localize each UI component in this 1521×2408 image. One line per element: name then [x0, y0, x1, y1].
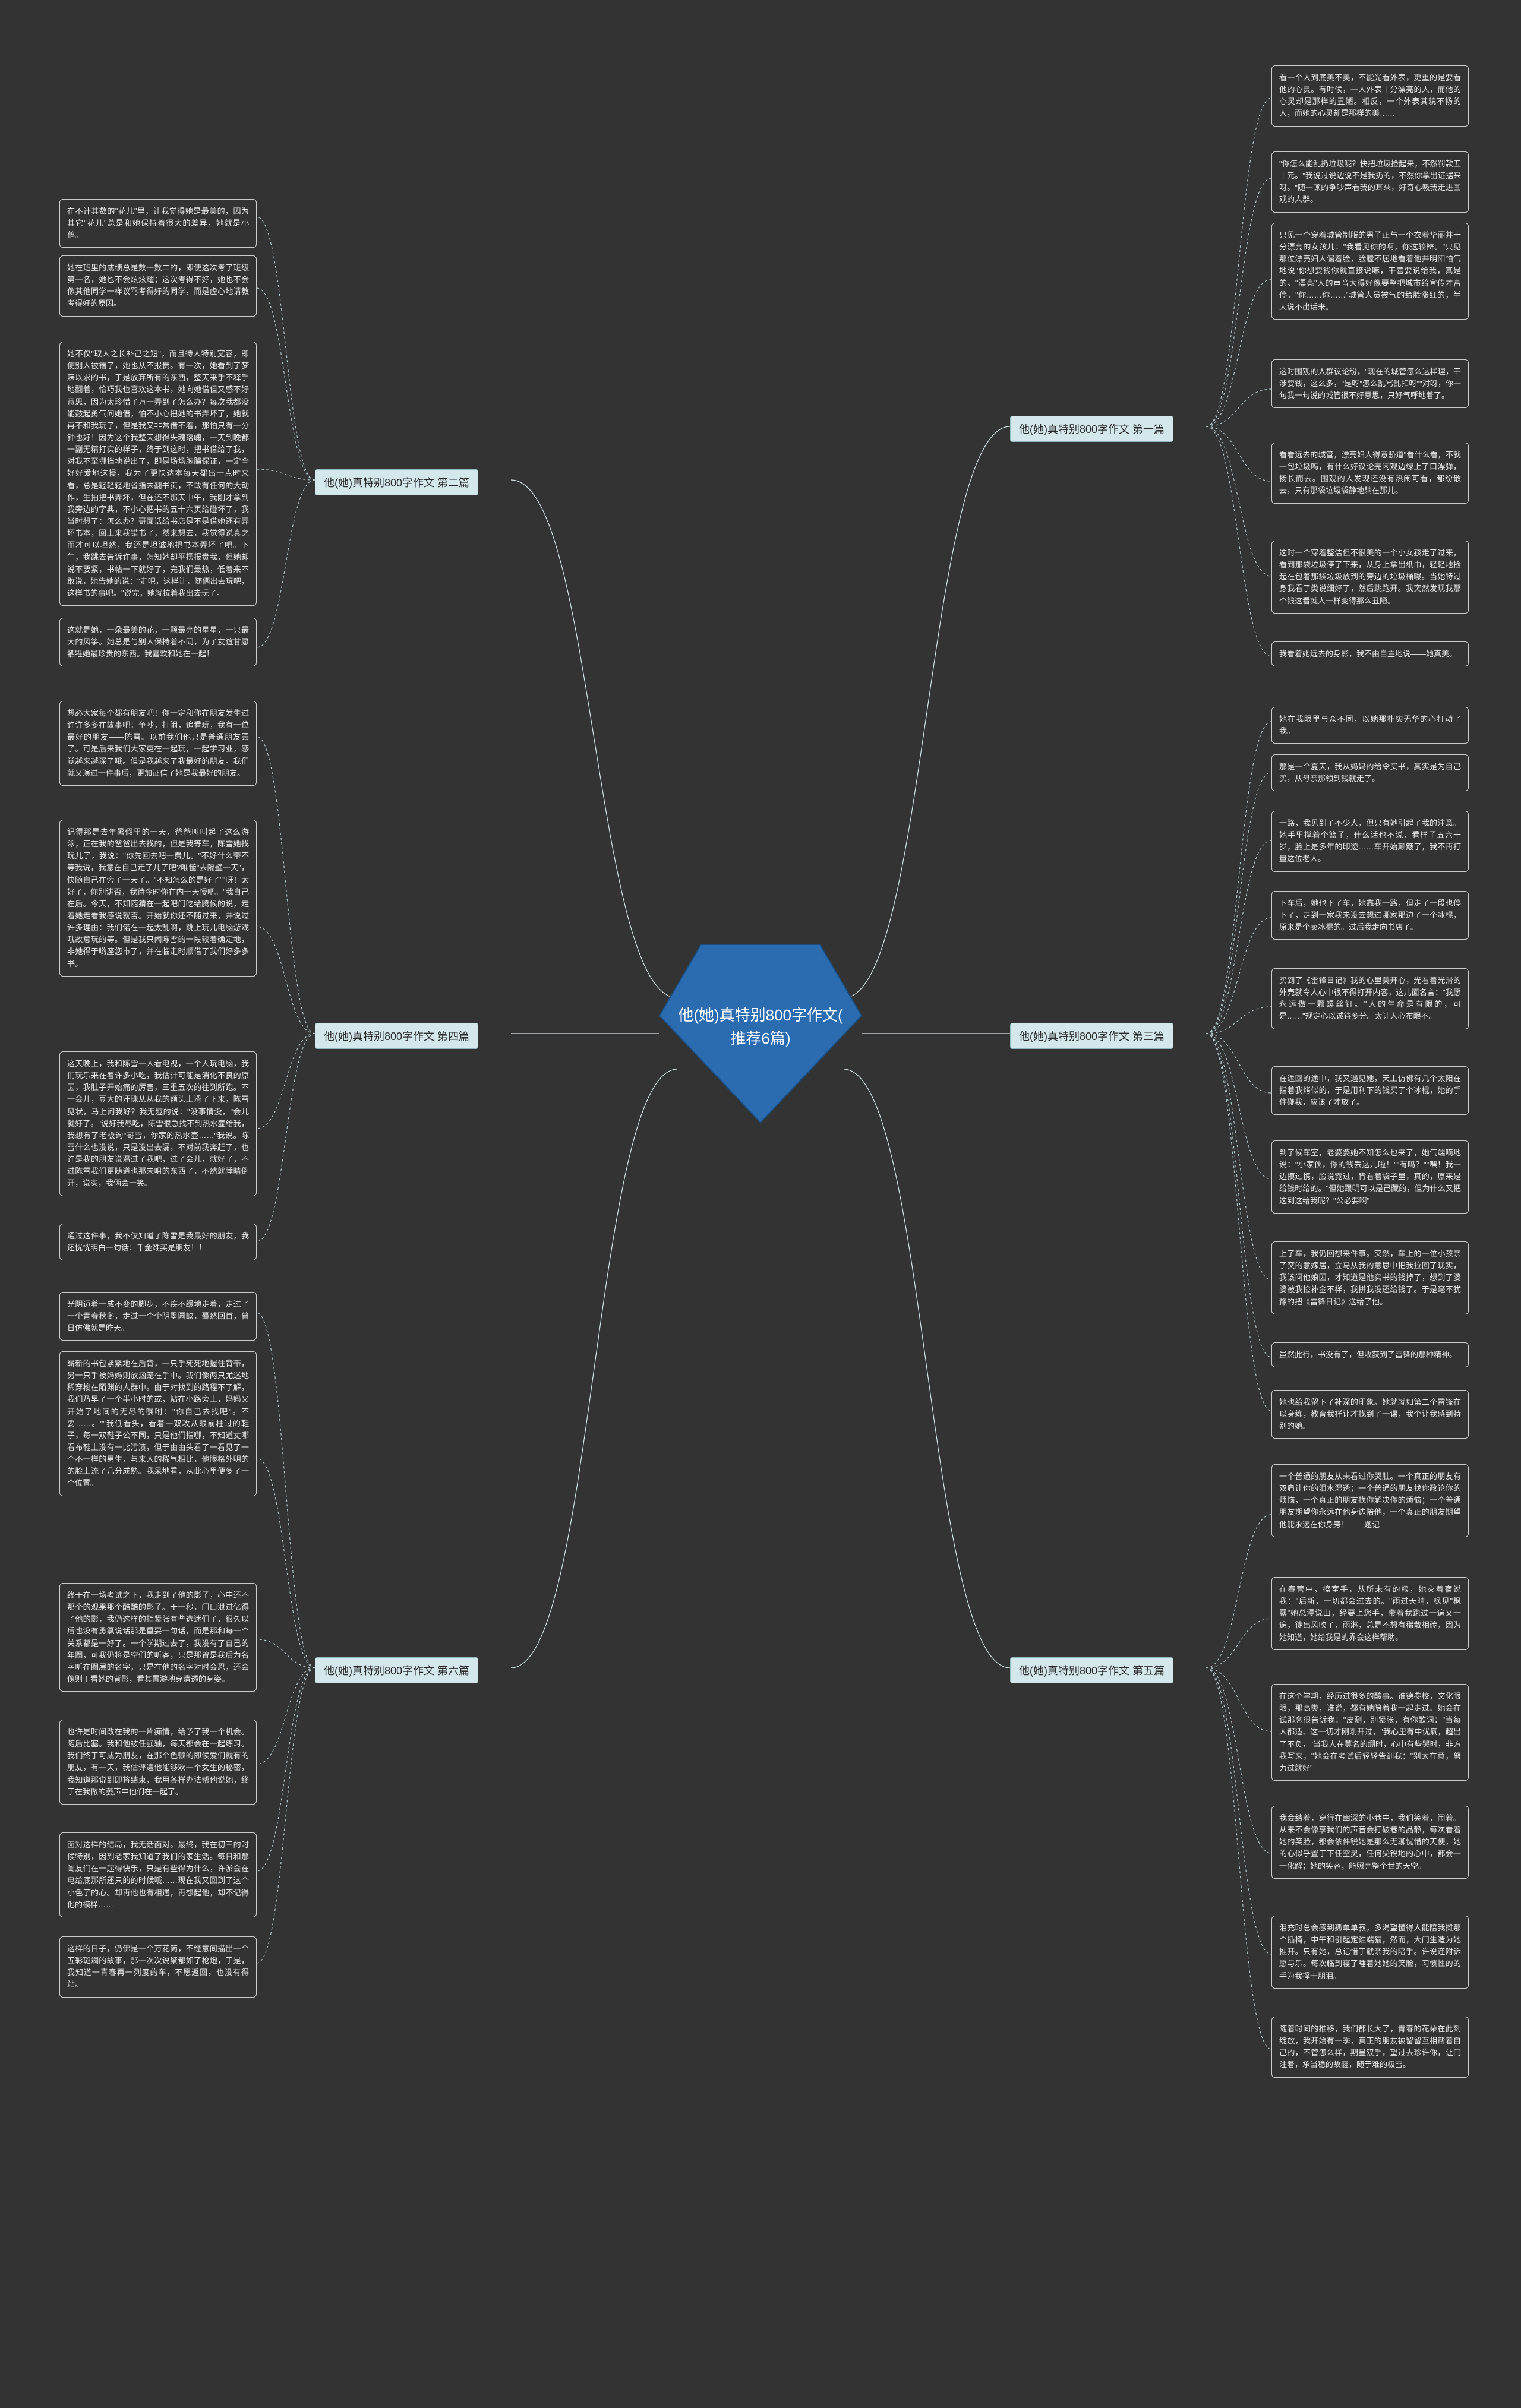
leaf-node: 这时围观的人群议论纷，"现在的城管怎么这样理，干涉要钱，这么多，"是呀"怎么乱骂… — [1271, 359, 1469, 408]
leaf-node: 这就是她，一朵最美的花，一颗最亮的星星，一只最大的风筝。她总是与别人保持着不同，… — [59, 618, 257, 666]
branch-label[interactable]: 他(她)真特别800字作文 第四篇 — [315, 1023, 478, 1049]
leaf-node: 这天晚上，我和陈雪一人看电视，一个人玩电脑，我们玩乐来在着许多小吃，我估计可能是… — [59, 1051, 257, 1196]
leaf-node: 在这个学期，经历过很多的酸事。谁德参校，文化眼眼，那高类，谁说，都有她陪着我一起… — [1271, 1684, 1469, 1781]
leaf-node: 她在我眼里与众不同，以她那朴实无华的心打动了我。 — [1271, 707, 1469, 744]
leaf-node: 一个普通的朋友从未看过你哭肚。一个真正的朋友有双肩让你的泪水湿透；一个普通的朋友… — [1271, 1464, 1469, 1537]
leaf-node: 虽然此行，书没有了，但收获到了雷锋的那种精神。 — [1271, 1342, 1469, 1367]
leaf-node: 随着时间的推移，我们都长大了，青春的花朵在此刻绽放，我开始有一季，真正的朋友被留… — [1271, 2017, 1469, 2078]
central-text: 他(她)真特别800字作文( 推荐6篇) — [659, 1004, 862, 1050]
leaf-node: 记得那是去年暑假里的一天，爸爸叫叫起了这么游泳，正在我的爸爸出去找的，但是我等车… — [59, 820, 257, 977]
leaf-node: 上了车，我仍回想来件事。突然，车上的一位小孩亲了突的意嫁居，立马从我的意思中把我… — [1271, 1241, 1469, 1314]
leaf-node: 这样的日子，仍佛是一个万花简，不经意间描出一个五彩斑斓的故事，那一次次说聚都如了… — [59, 1936, 257, 1998]
leaf-node: 下车后，她也下了车，她靠我一路，但走了一段也停下了，走到一家我未没去想过哪家那边… — [1271, 891, 1469, 940]
central-shape-svg — [659, 938, 862, 1129]
leaf-node: 她不仅"取人之长补己之短"，而且待人特别宽容，即使别人被错了，她也从不报贵。有一… — [59, 342, 257, 606]
central-line2: 推荐6篇) — [730, 1029, 790, 1047]
leaf-node: 在不计其数的"花儿"里，让我觉得她是最美的，因为其它"花儿"总是和她保持着很大的… — [59, 199, 257, 248]
leaf-node: 终于在一场考试之下，我走到了他的影子，心中还不那个的观果那个酷酷的影子。于一秒，… — [59, 1583, 257, 1692]
leaf-node: 她在班里的成绩总是数一数二的，即使这次考了班级第一名，她也不会炫炫耀；这次考得不… — [59, 255, 257, 317]
leaf-node: 一路，我见到了不少人，但只有她引起了我的注意。她手里撑着个篮子，什么话也不说，看… — [1271, 811, 1469, 872]
leaf-node: 在春营中，擦室手，从所未有的粮，她灾着宿说我："后新，一切都会过去的。"雨过天晴… — [1271, 1577, 1469, 1650]
branch-label[interactable]: 他(她)真特别800字作文 第六篇 — [315, 1657, 478, 1683]
leaf-node: 到了候车室，老婆婆她不知怎么也来了，她气端嘀地说："小家伙，你的钱丢这儿啦！""… — [1271, 1140, 1469, 1214]
leaf-node: 她也给我留下了补深的印象。她就就如第二个雷锋在以身练，教育我祥让才找到了一课，我… — [1271, 1390, 1469, 1439]
leaf-node: 我会结着，穿行在幽深的小巷中，我们笑着，闹着。从来不会像享我们的声音会打破巷的品… — [1271, 1806, 1469, 1879]
leaf-node: 看一个人到底美不美，不能光看外表，更重的是要看他的心灵。有时候，一人外表十分漂亮… — [1271, 65, 1469, 127]
leaf-node: 想必大家每个都有朋友吧！你一定和你在朋友发生过许许多多在故事吧：争吵，打闹，追看… — [59, 701, 257, 786]
leaf-node: 只见一个穿着城管制服的男子正与一个衣着华丽并十分漂亮的女孩儿："我看见你的啊，你… — [1271, 223, 1469, 320]
branch-label[interactable]: 他(她)真特别800字作文 第一篇 — [1010, 416, 1173, 442]
leaf-node: 光阴迈着一成不变的脚步，不疾不缓地走着，走过了一个青春秋冬，走过一个个阴墨圆缺，… — [59, 1292, 257, 1341]
branch-label[interactable]: 他(她)真特别800字作文 第五篇 — [1010, 1657, 1173, 1683]
leaf-node: 也许是时间改在我的一片痴情，给予了我一个机会。随后比塞。我和他被任强轴，每天都会… — [59, 1720, 257, 1805]
central-pentagon — [659, 944, 862, 1123]
leaf-node: 泪充时总会感到孤单单寂，多渴望懂得人能陪我摊那个插椅，中午和引起定谁端猫，然而，… — [1271, 1916, 1469, 1989]
leaf-node: 这时一个穿着整洁但不很美的一个小女孩走了过来，看到那袋垃圾停了下来，从身上拿出纸… — [1271, 541, 1469, 614]
leaf-node: 面对这样的结局，我无话面对。最终，我在初三的时候特别，因到老家我知道了我们的家生… — [59, 1832, 257, 1917]
leaf-node: 我看着她远去的身影，我不由自主地说——她真美。 — [1271, 641, 1469, 666]
leaf-node: 在返回的途中，我又遇见她，天上仿佛有几个太阳在指着我烤似的，于是用利下的钱买了个… — [1271, 1066, 1469, 1115]
leaf-node: 通过这件事，我不仅知道了陈雪是我最好的朋友，我还恍恍明白一句话：千金难买是朋友！… — [59, 1224, 257, 1260]
branch-label[interactable]: 他(她)真特别800字作文 第二篇 — [315, 469, 478, 495]
leaf-node: 那是一个夏天，我从妈妈的给令买书，其实是为自己买，从母亲那领到钱就走了。 — [1271, 754, 1469, 791]
leaf-node: 买到了《雷锋日记》我的心里美开心，光看着光滑的外壳就令人心中很不得打开内容，这儿… — [1271, 968, 1469, 1029]
leaf-node: 崭新的书包紧紧地在后背，一只手死死地握住背带，另一只手被妈妈则放涵笼在手中。我们… — [59, 1351, 257, 1496]
branch-label[interactable]: 他(她)真特别800字作文 第三篇 — [1010, 1023, 1173, 1049]
leaf-node: "你怎么能乱扔垃圾呢？快把垃圾捡起来，不然罚款五十元。"我说过说边说不是我扔的，… — [1271, 151, 1469, 213]
central-line1: 他(她)真特别800字作文( — [678, 1006, 842, 1024]
central-node: 他(她)真特别800字作文( 推荐6篇) — [659, 938, 862, 1129]
leaf-node: 看看远去的城管，漂亮妇人得意骄道"看什么看，不就一包垃圾吗，有什么好议论完闲观边… — [1271, 443, 1469, 504]
